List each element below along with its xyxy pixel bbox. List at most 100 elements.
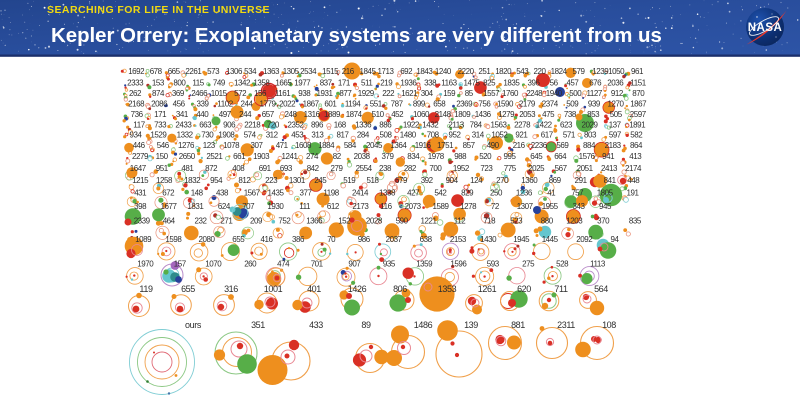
svg-text:1332: 1332	[177, 131, 194, 140]
svg-text:108: 108	[602, 320, 616, 330]
svg-text:1952: 1952	[453, 164, 470, 173]
svg-text:481: 481	[181, 164, 194, 173]
svg-text:2080: 2080	[199, 235, 216, 244]
svg-text:1884: 1884	[318, 141, 335, 150]
svg-text:2036: 2036	[607, 79, 624, 88]
svg-text:500: 500	[569, 89, 582, 98]
svg-text:2029: 2029	[582, 121, 599, 130]
svg-text:661: 661	[233, 152, 246, 161]
svg-text:171: 171	[154, 110, 167, 119]
svg-text:1486: 1486	[414, 320, 433, 330]
svg-text:471: 471	[276, 141, 289, 150]
svg-text:238: 238	[379, 164, 392, 173]
svg-text:582: 582	[630, 131, 643, 140]
svg-text:951: 951	[156, 164, 169, 173]
svg-text:1278: 1278	[460, 202, 477, 211]
svg-text:2183: 2183	[605, 141, 622, 150]
svg-text:150: 150	[156, 152, 169, 161]
svg-text:1436: 1436	[475, 110, 492, 119]
svg-text:1359: 1359	[416, 260, 433, 269]
svg-text:870: 870	[632, 89, 645, 98]
svg-text:511: 511	[361, 79, 373, 88]
svg-text:841: 841	[604, 176, 617, 185]
svg-text:2248: 2248	[526, 89, 543, 98]
svg-text:1977: 1977	[294, 79, 311, 88]
svg-text:1779: 1779	[260, 100, 277, 109]
svg-text:2092: 2092	[576, 235, 593, 244]
svg-text:2022: 2022	[279, 100, 296, 109]
svg-text:787: 787	[391, 100, 404, 109]
svg-text:1820: 1820	[495, 67, 512, 76]
svg-text:1342: 1342	[234, 79, 251, 88]
svg-text:351: 351	[251, 320, 265, 330]
svg-text:1301: 1301	[289, 176, 306, 185]
svg-text:692: 692	[400, 67, 413, 76]
svg-text:1867: 1867	[630, 100, 647, 109]
svg-text:343: 343	[573, 202, 586, 211]
svg-text:222: 222	[382, 89, 395, 98]
svg-text:1336: 1336	[355, 121, 372, 130]
svg-text:ours: ours	[185, 320, 202, 330]
svg-text:369: 369	[172, 89, 185, 98]
svg-text:275: 275	[522, 260, 535, 269]
svg-text:543: 543	[516, 67, 529, 76]
svg-text:842: 842	[307, 164, 320, 173]
svg-text:209: 209	[250, 216, 263, 225]
svg-text:1475: 1475	[464, 79, 481, 88]
svg-text:427: 427	[407, 189, 420, 198]
svg-text:2037: 2037	[386, 235, 403, 244]
svg-text:2025: 2025	[528, 164, 545, 173]
svg-text:817: 817	[337, 131, 350, 140]
svg-text:1078: 1078	[223, 141, 240, 150]
svg-text:907: 907	[348, 260, 361, 269]
svg-text:518: 518	[367, 176, 380, 185]
svg-text:1845: 1845	[360, 67, 377, 76]
svg-text:961: 961	[631, 67, 644, 76]
svg-text:2053: 2053	[519, 110, 536, 119]
svg-text:1316: 1316	[304, 110, 321, 119]
svg-text:835: 835	[629, 216, 642, 225]
svg-text:1360: 1360	[521, 176, 538, 185]
svg-text:1831: 1831	[187, 202, 204, 211]
svg-text:1867: 1867	[303, 100, 320, 109]
svg-text:220: 220	[534, 67, 547, 76]
svg-text:638: 638	[420, 235, 433, 244]
svg-text:1843: 1843	[416, 67, 433, 76]
svg-text:1621: 1621	[401, 89, 418, 98]
svg-text:1430: 1430	[480, 235, 497, 244]
svg-text:1809: 1809	[454, 110, 471, 119]
svg-text:509: 509	[566, 100, 579, 109]
svg-text:921: 921	[515, 131, 528, 140]
svg-text:2028: 2028	[366, 216, 383, 225]
svg-text:664: 664	[554, 152, 567, 161]
svg-text:1194: 1194	[345, 100, 361, 109]
svg-text:655: 655	[232, 235, 245, 244]
svg-text:757: 757	[571, 189, 584, 198]
svg-text:1221: 1221	[421, 216, 438, 225]
svg-text:938: 938	[298, 89, 311, 98]
svg-text:1692: 1692	[128, 67, 145, 76]
svg-text:663: 663	[199, 121, 212, 130]
svg-text:519: 519	[343, 176, 356, 185]
svg-text:148: 148	[191, 189, 204, 198]
svg-text:1307: 1307	[517, 202, 534, 211]
svg-text:1060: 1060	[413, 110, 430, 119]
svg-text:284: 284	[357, 131, 370, 140]
svg-text:736: 736	[131, 110, 144, 119]
svg-text:396: 396	[528, 79, 541, 88]
svg-text:123: 123	[203, 141, 216, 150]
svg-text:82: 82	[333, 152, 342, 161]
svg-text:2073: 2073	[405, 202, 422, 211]
svg-text:452: 452	[391, 110, 404, 119]
svg-text:986: 986	[358, 235, 371, 244]
svg-text:274: 274	[306, 152, 319, 161]
svg-text:316: 316	[224, 284, 238, 294]
svg-text:398: 398	[134, 202, 147, 211]
svg-text:829: 829	[461, 189, 474, 198]
svg-text:2113: 2113	[448, 121, 464, 130]
svg-text:899: 899	[413, 100, 426, 109]
svg-text:864: 864	[630, 141, 643, 150]
svg-text:952: 952	[449, 131, 462, 140]
svg-text:157: 157	[174, 260, 187, 269]
svg-text:834: 834	[407, 152, 420, 161]
